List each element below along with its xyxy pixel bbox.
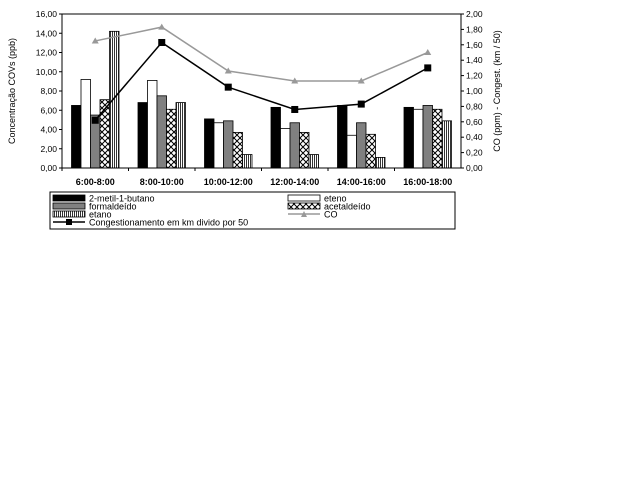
legend-box bbox=[49, 191, 456, 230]
point-congestionamento-em-km-divido-por-50 bbox=[424, 64, 432, 72]
bar-etano bbox=[308, 154, 319, 169]
y-tick-label: 4,00 bbox=[40, 125, 57, 135]
legend-swatch-2-metil-1-butano bbox=[52, 194, 86, 202]
y-tick-label: 0,00 bbox=[40, 163, 57, 173]
legend-marker-congestionamento-em-km-divido-por-50 bbox=[66, 219, 72, 225]
legend-label-congestionamento-em-km-divido-por-50: Congestionamento em km divido por 50 bbox=[89, 218, 248, 228]
bar-2-metil-1-butano bbox=[337, 105, 348, 169]
legend-swatch-eteno bbox=[287, 194, 321, 202]
bar-etano bbox=[175, 102, 186, 169]
y2-tick-label: 0,80 bbox=[466, 101, 483, 111]
axes: 0,00 2,00 4,00 6,00 8,00 10,00 12,00 14,00 16,00… bbox=[7, 9, 502, 187]
bar-formalde-do bbox=[422, 105, 433, 169]
y-tick-label: 14,00 bbox=[36, 28, 58, 38]
bar-eteno bbox=[413, 108, 424, 169]
plot-area bbox=[71, 23, 452, 169]
point-congestionamento-em-km-divido-por-50 bbox=[91, 116, 99, 124]
legend-label-eteno: eteno bbox=[324, 194, 347, 204]
bar-acetalde-do bbox=[432, 108, 443, 169]
y2-axis-title: CO (ppm) - Congest. (km / 50) bbox=[492, 30, 502, 152]
legend-label-formalde-do: formaldeído bbox=[89, 202, 137, 212]
plot-frame bbox=[61, 13, 462, 169]
y-tick-label: 12,00 bbox=[36, 48, 58, 58]
bar-acetalde-do bbox=[232, 131, 243, 169]
x-tick-label: 10:00-12:00 bbox=[204, 177, 253, 187]
bar-acetalde-do bbox=[299, 131, 310, 169]
bar-formalde-do bbox=[156, 95, 167, 169]
y-tick-label: 16,00 bbox=[36, 9, 58, 19]
x-tick-label: 12:00-14:00 bbox=[270, 177, 319, 187]
bar-eteno bbox=[280, 128, 291, 169]
y2-tick-label: 0,40 bbox=[466, 132, 483, 142]
point-congestionamento-em-km-divido-por-50 bbox=[224, 83, 232, 91]
point-co bbox=[224, 67, 232, 74]
y-tick-label: 6,00 bbox=[40, 105, 57, 115]
point-co bbox=[424, 49, 432, 55]
bar-2-metil-1-butano bbox=[270, 106, 281, 169]
y-axis-title: Concentração COVs (ppb) bbox=[7, 38, 17, 144]
legend: 2-metil-1-butano eteno formaldeído acetalde… bbox=[49, 191, 456, 230]
legend-label-co: CO bbox=[324, 210, 338, 220]
point-congestionamento-em-km-divido-por-50 bbox=[291, 105, 299, 113]
y2-tick-label: 1,60 bbox=[466, 40, 483, 50]
bar-2-metil-1-butano bbox=[71, 105, 82, 169]
legend-label-etano: etano bbox=[89, 210, 112, 220]
bar-etano bbox=[109, 30, 120, 169]
x-tick-label: 8:00-10:00 bbox=[140, 177, 184, 187]
point-co bbox=[158, 23, 166, 30]
bar-acetalde-do bbox=[365, 133, 376, 169]
legend-swatch-acetalde-do bbox=[287, 202, 321, 210]
bar-eteno bbox=[346, 134, 357, 169]
y-tick-label: 8,00 bbox=[40, 86, 57, 96]
bar-etano bbox=[242, 154, 253, 169]
point-co bbox=[91, 37, 99, 44]
bar-2-metil-1-butano bbox=[204, 118, 215, 169]
point-congestionamento-em-km-divido-por-50 bbox=[158, 38, 166, 46]
bar-eteno bbox=[213, 122, 224, 169]
bar-formalde-do bbox=[289, 122, 300, 169]
y-tick-label: 2,00 bbox=[40, 144, 57, 154]
x-tick-label: 6:00-8:00 bbox=[76, 177, 115, 187]
line-co bbox=[95, 26, 429, 82]
bar-acetalde-do bbox=[166, 108, 177, 169]
y2-tick-label: 2,00 bbox=[466, 9, 483, 19]
y2-tick-label: 1,80 bbox=[466, 24, 483, 34]
legend-swatch-etano bbox=[52, 210, 86, 218]
y2-tick-label: 1,00 bbox=[466, 86, 483, 96]
y2-tick-label: 1,40 bbox=[466, 55, 483, 65]
y2-tick-label: 0,00 bbox=[466, 163, 483, 173]
y2-tick-label: 0,60 bbox=[466, 117, 483, 127]
legend-marker-co bbox=[301, 211, 307, 217]
legend-label-acetalde-do: acetaldeído bbox=[324, 202, 371, 212]
point-co bbox=[357, 77, 365, 84]
legend-swatch-formalde-do bbox=[52, 202, 86, 210]
bar-formalde-do bbox=[356, 122, 367, 169]
bar-etano bbox=[441, 120, 452, 169]
bar-eteno bbox=[147, 80, 158, 169]
y2-tick-label: 1,20 bbox=[466, 71, 483, 81]
bar-2-metil-1-butano bbox=[137, 102, 148, 169]
y-tick-label: 10,00 bbox=[36, 67, 58, 77]
bar-eteno bbox=[80, 79, 91, 169]
legend-label-2-metil-1-butano: 2-metil-1-butano bbox=[89, 194, 155, 204]
x-tick-label: 16:00-18:00 bbox=[403, 177, 452, 187]
y2-tick-label: 0,20 bbox=[466, 148, 483, 158]
point-co bbox=[291, 77, 299, 84]
x-tick-label: 14:00-16:00 bbox=[337, 177, 386, 187]
bar-2-metil-1-butano bbox=[403, 106, 414, 169]
point-congestionamento-em-km-divido-por-50 bbox=[357, 100, 365, 108]
bar-formalde-do bbox=[223, 120, 234, 169]
bar-etano bbox=[375, 157, 386, 169]
line-congestionamento-em-km-divido-por-50 bbox=[94, 41, 429, 121]
